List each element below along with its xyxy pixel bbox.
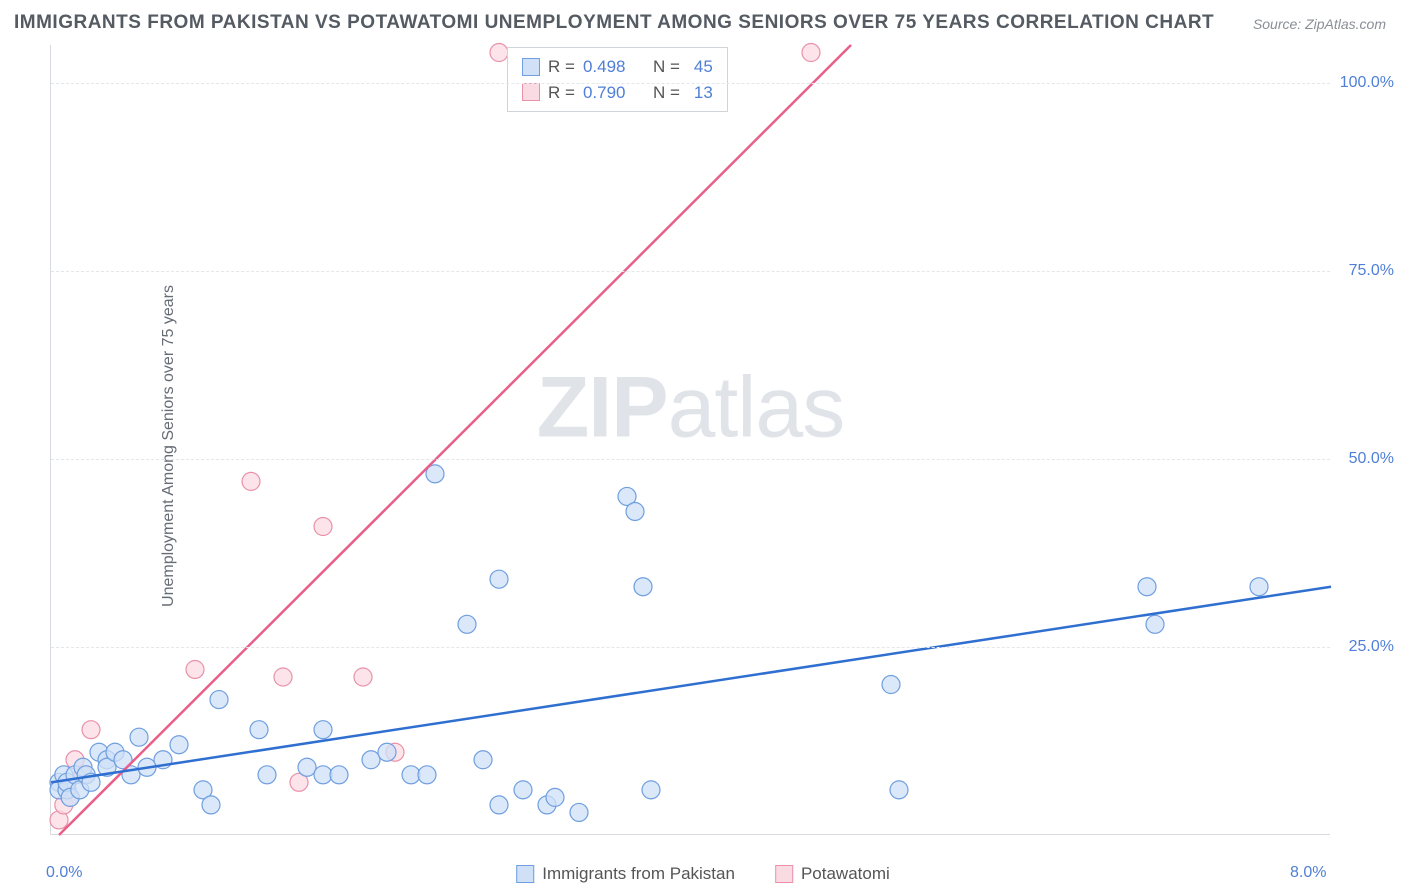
data-point — [490, 796, 508, 814]
plot-svg — [51, 45, 1330, 834]
data-point — [314, 766, 332, 784]
data-point — [474, 751, 492, 769]
data-point — [490, 570, 508, 588]
data-point — [130, 728, 148, 746]
gridline — [51, 647, 1330, 648]
data-point — [546, 788, 564, 806]
data-point — [418, 766, 436, 784]
y-tick-label: 75.0% — [1349, 262, 1394, 280]
data-point — [274, 668, 292, 686]
legend-label: Potawatomi — [801, 864, 890, 884]
data-point — [170, 736, 188, 754]
gridline — [51, 459, 1330, 460]
trend-line — [51, 587, 1331, 783]
data-point — [626, 502, 644, 520]
data-point — [378, 743, 396, 761]
data-point — [458, 615, 476, 633]
data-point — [634, 578, 652, 596]
data-point — [186, 660, 204, 678]
r-label: R = — [548, 54, 575, 80]
data-point — [242, 472, 260, 490]
data-point — [314, 721, 332, 739]
data-point — [258, 766, 276, 784]
data-point — [314, 518, 332, 536]
legend-row: R = 0.498 N = 45 — [522, 54, 713, 80]
r-value: 0.498 — [583, 54, 635, 80]
legend-swatch — [516, 865, 534, 883]
data-point — [570, 803, 588, 821]
data-point — [354, 668, 372, 686]
gridline — [51, 271, 1330, 272]
x-tick-label: 8.0% — [1290, 864, 1326, 882]
data-point — [82, 721, 100, 739]
data-point — [1250, 578, 1268, 596]
n-value: 45 — [694, 54, 713, 80]
n-label: N = — [653, 54, 680, 80]
gridline — [51, 83, 1330, 84]
data-point — [402, 766, 420, 784]
correlation-legend: R =0.498N =45R =0.790N =13 — [507, 47, 728, 112]
legend-item: Potawatomi — [775, 864, 890, 884]
data-point — [298, 758, 316, 776]
y-tick-label: 25.0% — [1349, 638, 1394, 656]
trend-line — [59, 45, 851, 835]
data-point — [802, 44, 820, 62]
source-label: Source: ZipAtlas.com — [1253, 16, 1386, 32]
y-tick-label: 50.0% — [1349, 450, 1394, 468]
data-point — [202, 796, 220, 814]
legend-swatch — [775, 865, 793, 883]
data-point — [1146, 615, 1164, 633]
data-point — [514, 781, 532, 799]
data-point — [362, 751, 380, 769]
legend-label: Immigrants from Pakistan — [542, 864, 735, 884]
data-point — [642, 781, 660, 799]
data-point — [890, 781, 908, 799]
chart-title: IMMIGRANTS FROM PAKISTAN VS POTAWATOMI U… — [14, 12, 1214, 34]
x-tick-label: 0.0% — [46, 864, 82, 882]
plot-area: ZIPatlas R =0.498N =45R =0.790N =13 — [50, 45, 1330, 835]
legend-swatch — [522, 83, 540, 101]
data-point — [330, 766, 348, 784]
y-tick-label: 100.0% — [1340, 74, 1394, 92]
data-point — [250, 721, 268, 739]
data-point — [490, 44, 508, 62]
data-point — [882, 676, 900, 694]
series-legend: Immigrants from Pakistan Potawatomi — [516, 864, 890, 884]
legend-swatch — [522, 58, 540, 76]
data-point — [1138, 578, 1156, 596]
legend-item: Immigrants from Pakistan — [516, 864, 735, 884]
data-point — [210, 691, 228, 709]
